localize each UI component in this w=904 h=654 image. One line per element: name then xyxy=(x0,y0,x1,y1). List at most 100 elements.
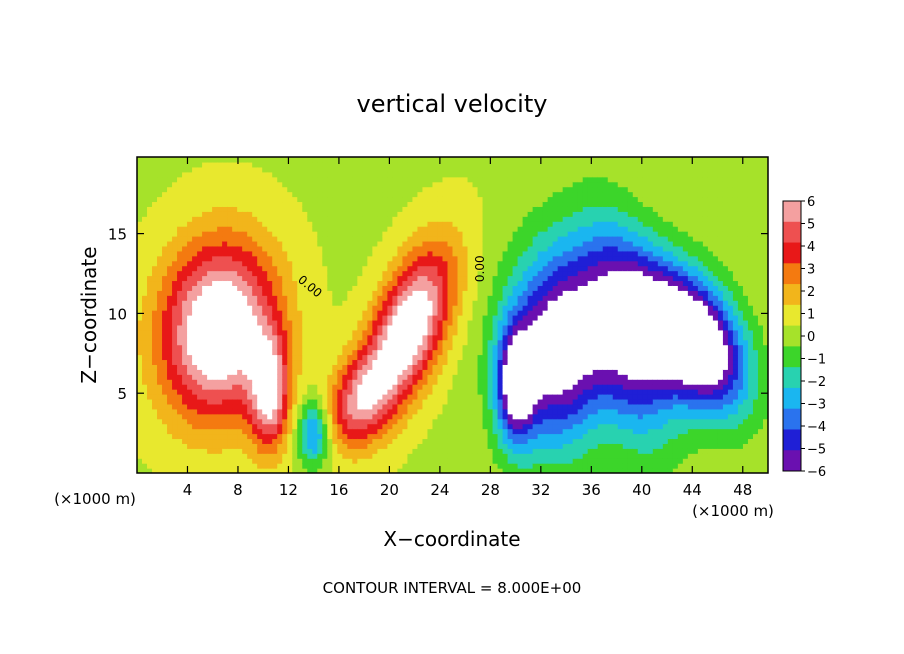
heatmap-cell xyxy=(362,250,368,257)
heatmap-cell xyxy=(142,329,148,336)
heatmap-cell xyxy=(322,443,328,449)
heatmap-cell xyxy=(142,453,148,459)
heatmap-cell xyxy=(437,290,444,296)
heatmap-cell xyxy=(187,186,193,193)
heatmap-cell xyxy=(212,324,218,331)
heatmap-cell xyxy=(392,374,399,380)
heatmap-cell xyxy=(442,423,449,430)
heatmap-cell xyxy=(267,186,273,193)
heatmap-cell xyxy=(187,384,193,390)
heatmap-cell xyxy=(272,176,278,183)
heatmap-cell xyxy=(512,334,519,341)
heatmap-cell xyxy=(257,176,263,183)
heatmap-cell xyxy=(212,413,218,420)
heatmap-cell xyxy=(207,428,213,435)
heatmap-cell xyxy=(342,403,348,410)
heatmap-cell xyxy=(517,339,524,346)
heatmap-cell xyxy=(317,344,323,351)
heatmap-cell xyxy=(387,221,394,227)
heatmap-cell xyxy=(487,231,494,237)
heatmap-cell xyxy=(172,161,178,168)
heatmap-cell xyxy=(392,433,399,440)
heatmap-cell xyxy=(137,226,143,232)
heatmap-cell xyxy=(437,245,444,252)
heatmap-cell xyxy=(377,433,383,440)
heatmap-cell xyxy=(472,413,479,420)
heatmap-cell xyxy=(202,260,208,267)
heatmap-cell xyxy=(492,176,499,183)
heatmap-cell xyxy=(237,374,243,380)
heatmap-cell xyxy=(352,408,358,415)
heatmap-cell xyxy=(217,374,223,380)
heatmap-cell xyxy=(327,240,333,247)
heatmap-cell xyxy=(367,448,373,454)
heatmap-cell xyxy=(472,161,479,168)
heatmap-cell xyxy=(332,171,338,178)
heatmap-cell xyxy=(497,226,504,232)
heatmap-cell xyxy=(452,216,459,222)
heatmap-cell xyxy=(182,369,188,375)
heatmap-cell xyxy=(152,349,158,356)
heatmap-cell xyxy=(387,339,394,346)
heatmap-cell xyxy=(442,176,449,183)
heatmap-cell xyxy=(487,324,494,331)
heatmap-cell xyxy=(287,369,293,375)
heatmap-cell xyxy=(232,344,238,351)
heatmap-cell xyxy=(252,453,258,459)
heatmap-cell xyxy=(492,408,499,415)
heatmap-cell xyxy=(282,389,288,395)
heatmap-cell xyxy=(287,433,293,440)
heatmap-cell xyxy=(157,270,163,277)
heatmap-cell xyxy=(242,186,248,193)
heatmap-cell xyxy=(322,463,328,469)
heatmap-cell xyxy=(412,364,419,370)
heatmap-cell xyxy=(362,211,368,217)
heatmap-cell xyxy=(237,270,243,277)
heatmap-cell xyxy=(522,181,529,188)
heatmap-cell xyxy=(307,344,313,351)
heatmap-cell xyxy=(462,359,469,365)
heatmap-cell xyxy=(477,295,484,301)
heatmap-cell xyxy=(497,384,504,390)
heatmap-cell xyxy=(272,354,278,361)
heatmap-cell xyxy=(522,329,529,336)
heatmap-cell xyxy=(227,216,233,222)
heatmap-cell xyxy=(207,319,213,326)
heatmap-cell xyxy=(207,176,213,183)
heatmap-cell xyxy=(332,369,338,375)
heatmap-cell xyxy=(457,186,464,193)
heatmap-cell xyxy=(152,398,158,405)
heatmap-cell xyxy=(407,379,414,385)
heatmap-cell xyxy=(482,413,489,420)
heatmap-cell xyxy=(512,161,519,168)
heatmap-cell xyxy=(272,334,278,341)
heatmap-cell xyxy=(437,300,444,306)
heatmap-cell xyxy=(247,216,253,222)
heatmap-cell xyxy=(232,171,238,178)
heatmap-cell xyxy=(142,171,148,178)
heatmap-cell xyxy=(377,176,383,183)
heatmap-cell xyxy=(502,334,509,341)
heatmap-cell xyxy=(187,398,193,405)
heatmap-cell xyxy=(262,186,268,193)
heatmap-cell xyxy=(307,157,313,163)
heatmap-cell xyxy=(387,315,394,321)
heatmap-cell xyxy=(442,265,449,272)
heatmap-cell xyxy=(307,260,313,267)
heatmap-cell xyxy=(192,181,198,188)
heatmap-cell xyxy=(147,443,153,449)
heatmap-cell xyxy=(287,245,293,252)
heatmap-cell xyxy=(372,334,378,341)
heatmap-cell xyxy=(182,290,188,296)
heatmap-cell xyxy=(312,157,318,163)
heatmap-cell xyxy=(207,290,213,296)
heatmap-cell xyxy=(257,369,263,375)
heatmap-cell xyxy=(227,255,233,262)
heatmap-cell xyxy=(147,240,153,247)
heatmap-cell xyxy=(197,290,203,296)
heatmap-cell xyxy=(217,181,223,188)
heatmap-cell xyxy=(187,413,193,420)
heatmap-cell xyxy=(167,398,173,405)
heatmap-cell xyxy=(452,463,459,469)
heatmap-cell xyxy=(292,285,298,291)
